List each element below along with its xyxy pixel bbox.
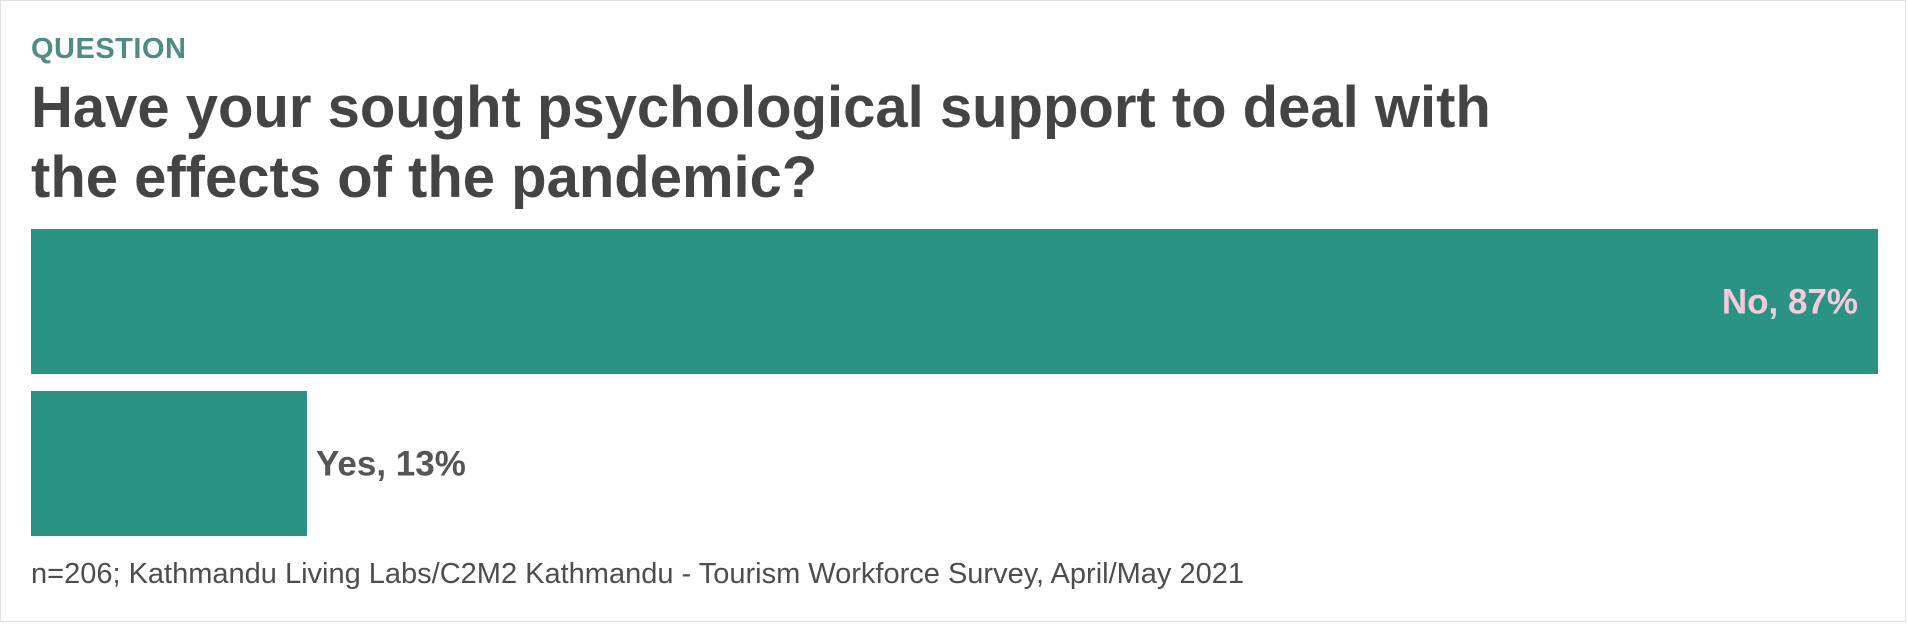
bar-label-no: No, 87% <box>1722 283 1858 322</box>
question-kicker: QUESTION <box>31 33 187 65</box>
bar-label-yes: Yes, 13% <box>316 445 466 484</box>
bar-yes <box>31 391 307 536</box>
source-note: n=206; Kathmandu Living Labs/C2M2 Kathma… <box>31 558 1244 590</box>
chart-title: Have your sought psychological support t… <box>31 75 1491 210</box>
bar-no <box>31 229 1878 374</box>
